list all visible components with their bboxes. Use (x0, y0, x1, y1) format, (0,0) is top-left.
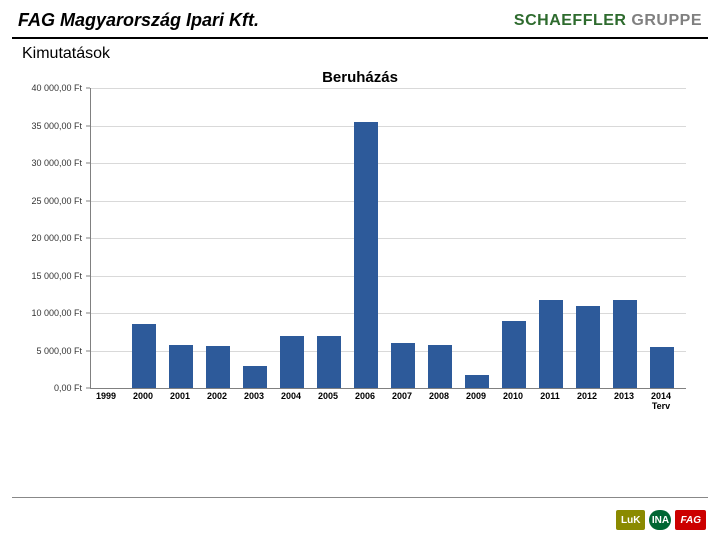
plot-area (90, 88, 686, 389)
grid-line (91, 276, 686, 277)
x-tick-label: 2006 (355, 392, 375, 402)
bar (428, 345, 452, 389)
x-tick-label: 2005 (318, 392, 338, 402)
bar (280, 336, 304, 389)
y-axis: 0,00 Ft5 000,00 Ft10 000,00 Ft15 000,00 … (20, 88, 86, 388)
bar (132, 324, 156, 388)
bar (206, 346, 230, 388)
x-tick-label: 2002 (207, 392, 227, 402)
x-tick-label: 2000 (133, 392, 153, 402)
bar (502, 321, 526, 389)
x-tick-label: 1999 (96, 392, 116, 402)
y-tick-label: 35 000,00 Ft (31, 121, 82, 131)
subtitle: Kimutatások (0, 39, 720, 63)
bar (465, 375, 489, 389)
y-tick-label: 10 000,00 Ft (31, 308, 82, 318)
x-tick-label: 2008 (429, 392, 449, 402)
grid-line (91, 126, 686, 127)
grid-line (91, 88, 686, 89)
bar (613, 300, 637, 389)
x-tick-label: 2007 (392, 392, 412, 402)
chart-title: Beruházás (20, 69, 700, 86)
x-tick-label: 2012 (577, 392, 597, 402)
y-tick-label: 5 000,00 Ft (36, 346, 82, 356)
company-title: FAG Magyarország Ipari Kft. (18, 10, 259, 31)
y-tick-label: 25 000,00 Ft (31, 196, 82, 206)
x-tick-label: 2001 (170, 392, 190, 402)
chart-container: Beruházás 0,00 Ft 5 000,00 Ft 10 000,00 Ft… (20, 69, 700, 444)
header-bar: FAG Magyarország Ipari Kft. SCHAEFFLER G… (0, 0, 720, 35)
luk-logo-icon: LuK (616, 510, 645, 530)
x-tick-label: 2003 (244, 392, 264, 402)
brand-text-1: SCHAEFFLER (514, 12, 627, 29)
ina-logo-icon: INA (649, 510, 671, 530)
x-tick-label: 2013 (614, 392, 634, 402)
y-tick-label: 15 000,00 Ft (31, 271, 82, 281)
fag-logo-icon: FAG (675, 510, 706, 530)
y-tick-label: 30 000,00 Ft (31, 158, 82, 168)
y-tick-label: 40 000,00 Ft (31, 83, 82, 93)
x-tick-label: 2009 (466, 392, 486, 402)
footer-rule (12, 497, 708, 498)
bar (391, 343, 415, 388)
bar (650, 347, 674, 388)
footer-logos: LuK INA FAG (616, 510, 706, 530)
bar (317, 336, 341, 389)
grid-line (91, 238, 686, 239)
bar (539, 300, 563, 389)
x-tick-label: 2010 (503, 392, 523, 402)
bar (576, 306, 600, 389)
slide: FAG Magyarország Ipari Kft. SCHAEFFLER G… (0, 0, 720, 540)
bar (354, 122, 378, 388)
chart-plot: 0,00 Ft 5 000,00 Ft 10 000,00 Ft 15 000,00 … (20, 88, 700, 418)
brand-text-2: GRUPPE (626, 12, 702, 29)
y-tick-label: 20 000,00 Ft (31, 233, 82, 243)
bar (243, 366, 267, 389)
grid-line (91, 201, 686, 202)
x-axis-labels: 1999 2000 2001 2002 2003 2004 2005 2006 2007 2008… (90, 392, 685, 422)
brand-logo: SCHAEFFLER GRUPPE (514, 12, 702, 30)
grid-line (91, 163, 686, 164)
y-tick-label: 0,00 Ft (54, 383, 82, 393)
x-tick-label: 2004 (281, 392, 301, 402)
bar (169, 345, 193, 388)
x-tick-label: 2014Terv (651, 392, 671, 412)
x-tick-label: 2011 (540, 392, 560, 402)
